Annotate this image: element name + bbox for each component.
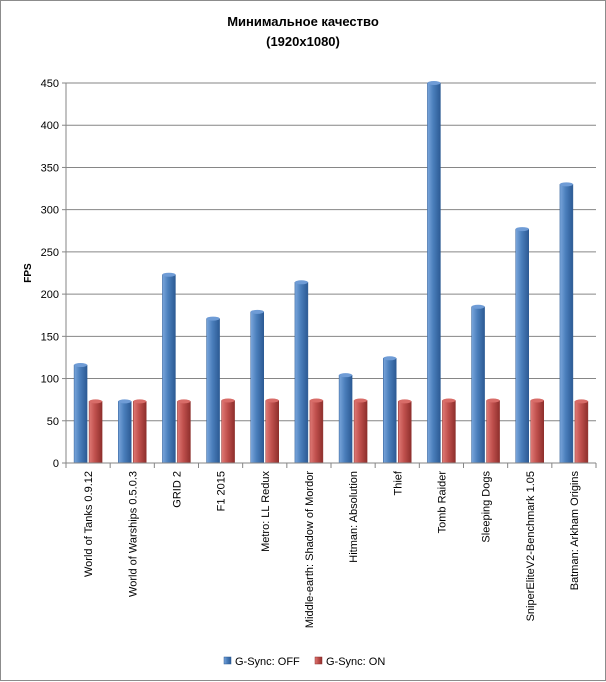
legend: G-Sync: OFF G-Sync: ON xyxy=(223,656,385,668)
x-tick-label-f1-2015: F1 2015 xyxy=(216,471,228,511)
y-axis-ticks: 0 50 100 150 200 250 300 350 400 450 xyxy=(41,78,66,470)
y-tick-label: 50 xyxy=(47,416,59,428)
x-tick-label-world-of-warships-0-5-0-3: World of Warships 0.5.0.3 xyxy=(127,471,139,597)
bar-grid-2-g-sync-off xyxy=(162,274,176,464)
bar-metro-ll-redux-g-sync-off xyxy=(250,311,264,464)
axes xyxy=(65,83,597,468)
x-tick-label-hitman-absolution: Hitman: Absolution xyxy=(348,471,360,563)
bars xyxy=(73,81,589,464)
y-tick-label: 400 xyxy=(41,120,59,132)
bar-batman-arkham-origins-g-sync-on xyxy=(574,401,589,464)
bar-batman-arkham-origins-g-sync-off xyxy=(559,184,574,464)
y-tick-label: 450 xyxy=(41,78,59,90)
bar-world-of-tanks-0-9-12-g-sync-off xyxy=(73,364,88,464)
bar-middle-earth-shadow-of-mordor-g-sync-off xyxy=(294,282,309,464)
y-tick-label: 100 xyxy=(41,374,59,386)
bar-cap-sleeping-dogs-g-sync-on xyxy=(486,398,500,403)
x-tick-label-middle-earth-shadow-of-mordor: Middle-earth: Shadow of Mordor xyxy=(304,471,316,628)
bar-tomb-raider-g-sync-on xyxy=(442,400,456,464)
x-tick-label-tomb-raider: Tomb Raider xyxy=(436,471,448,534)
bar-cap-metro-ll-redux-g-sync-off xyxy=(250,309,264,314)
bar-cap-f1-2015-g-sync-off xyxy=(206,316,220,321)
bar-cap-grid-2-g-sync-off xyxy=(162,272,176,277)
bar-thief-g-sync-off xyxy=(383,358,397,464)
bar-world-of-warships-0-5-0-3-g-sync-on xyxy=(133,401,147,464)
bar-metro-ll-redux-g-sync-on xyxy=(265,400,279,464)
bar-sniperelitev2-benchmark-1-05-g-sync-off xyxy=(515,228,529,464)
bar-cap-world-of-warships-0-5-0-3-g-sync-off xyxy=(118,399,132,404)
x-tick-label-batman-arkham-origins: Batman: Arkham Origins xyxy=(569,471,581,591)
bar-cap-batman-arkham-origins-g-sync-off xyxy=(559,182,573,187)
x-tick-label-sleeping-dogs: Sleeping Dogs xyxy=(481,471,493,543)
bar-cap-grid-2-g-sync-on xyxy=(177,399,191,404)
x-axis-labels: World of Tanks 0.9.12 World of Warships 0… xyxy=(83,470,581,628)
bar-sleeping-dogs-g-sync-off xyxy=(471,306,485,464)
bar-hitman-absolution-g-sync-on xyxy=(353,400,368,464)
chart-title: Минимальное качество xyxy=(227,14,379,29)
y-tick-label: 250 xyxy=(41,247,59,259)
bar-sniperelitev2-benchmark-1-05-g-sync-on xyxy=(530,400,544,464)
bar-world-of-warships-0-5-0-3-g-sync-off xyxy=(118,401,132,464)
bar-cap-world-of-tanks-0-9-12-g-sync-off xyxy=(74,363,88,368)
y-tick-label: 350 xyxy=(41,162,59,174)
bar-cap-sleeping-dogs-g-sync-off xyxy=(471,304,485,309)
y-tick-label: 150 xyxy=(41,331,59,343)
bar-cap-batman-arkham-origins-g-sync-on xyxy=(574,399,588,404)
legend-swatch-g-sync-on xyxy=(314,656,323,665)
bar-world-of-tanks-0-9-12-g-sync-on xyxy=(88,401,103,464)
bar-cap-tomb-raider-g-sync-off xyxy=(427,81,441,85)
y-tick-label: 200 xyxy=(41,289,59,301)
bar-cap-world-of-tanks-0-9-12-g-sync-on xyxy=(89,399,103,404)
bar-cap-thief-g-sync-on xyxy=(398,399,412,404)
chart-subtitle: (1920x1080) xyxy=(266,34,340,49)
bar-cap-sniperelitev2-benchmark-1-05-g-sync-on xyxy=(530,398,544,403)
bar-cap-thief-g-sync-off xyxy=(383,356,397,361)
bar-cap-f1-2015-g-sync-on xyxy=(221,398,235,403)
legend-label-g-sync-off: G-Sync: OFF xyxy=(235,656,300,668)
bar-cap-tomb-raider-g-sync-on xyxy=(442,398,456,403)
x-tick-label-metro-ll-redux: Metro: LL Redux xyxy=(260,471,272,552)
y-tick-label: 0 xyxy=(53,458,59,470)
bar-f1-2015-g-sync-on xyxy=(221,400,235,464)
gridlines xyxy=(66,82,596,422)
bar-cap-hitman-absolution-g-sync-off xyxy=(339,373,353,378)
bar-cap-middle-earth-shadow-of-mordor-g-sync-off xyxy=(294,280,308,285)
x-tick-label-sniperelitev2-benchmark-1-05: SniperEliteV2-Benchmark 1.05 xyxy=(525,471,537,621)
bar-hitman-absolution-g-sync-off xyxy=(338,374,353,464)
y-axis-label: FPS xyxy=(23,263,34,283)
bar-thief-g-sync-on xyxy=(398,401,412,464)
bar-tomb-raider-g-sync-off xyxy=(427,82,441,464)
x-tick-label-grid-2: GRID 2 xyxy=(171,471,183,508)
bar-sleeping-dogs-g-sync-on xyxy=(486,400,500,464)
y-tick-label: 300 xyxy=(41,205,59,217)
bar-grid-2-g-sync-on xyxy=(177,401,191,464)
legend-swatch-g-sync-off xyxy=(223,656,232,665)
bar-f1-2015-g-sync-off xyxy=(206,318,220,464)
x-tick-label-thief: Thief xyxy=(392,470,404,495)
bar-cap-world-of-warships-0-5-0-3-g-sync-on xyxy=(133,399,147,404)
bar-cap-hitman-absolution-g-sync-on xyxy=(354,398,368,403)
bar-cap-metro-ll-redux-g-sync-on xyxy=(265,398,279,403)
bar-cap-sniperelitev2-benchmark-1-05-g-sync-off xyxy=(515,227,529,232)
legend-label-g-sync-on: G-Sync: ON xyxy=(326,656,385,668)
x-tick-label-world-of-tanks-0-9-12: World of Tanks 0.9.12 xyxy=(83,471,95,577)
bar-middle-earth-shadow-of-mordor-g-sync-on xyxy=(309,400,324,464)
bar-cap-middle-earth-shadow-of-mordor-g-sync-on xyxy=(309,398,323,403)
